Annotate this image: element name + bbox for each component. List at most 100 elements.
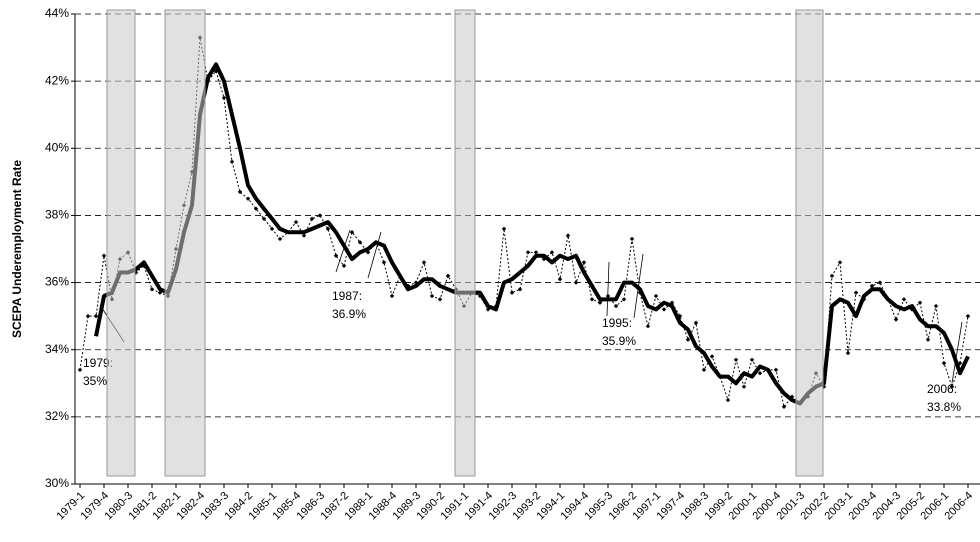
point-marker [445,273,451,279]
point-marker [893,317,899,322]
point-marker [941,360,947,366]
recession-band [106,9,136,477]
point-marker [301,233,307,238]
leader-line [367,231,382,279]
point-marker [333,253,339,258]
point-marker [933,303,939,309]
annotation: 36.9% [332,307,366,321]
point-marker [653,293,659,299]
point-marker [901,297,907,302]
point-marker [693,320,699,326]
point-marker [253,206,259,211]
point-marker [613,303,619,309]
y-tick-label: 34% [45,342,69,356]
annotation: 1987: [332,289,362,303]
point-marker [869,283,875,289]
y-tick-label: 44% [45,6,69,20]
point-marker [77,367,83,373]
point-marker [557,277,563,282]
annotation: 2006: [927,382,957,396]
point-marker [269,226,275,232]
point-marker [685,337,691,342]
point-marker [349,230,355,235]
point-marker [277,236,283,242]
annotation: 35% [83,374,107,388]
point-marker [317,213,323,218]
point-marker [221,95,227,101]
leader-line [335,229,351,273]
point-marker [853,290,859,295]
point-marker [733,357,739,362]
point-marker [645,324,651,329]
point-marker [389,293,395,299]
leader-line [951,321,963,384]
point-marker [701,367,707,373]
point-marker [245,196,251,201]
y-tick-label: 40% [45,140,69,154]
point-marker [877,280,883,285]
y-axis-label: SCEPA Underemployment Rate [10,160,24,338]
point-marker [749,357,755,362]
point-marker [965,313,971,319]
point-marker [213,68,219,74]
recession-bands [106,9,824,477]
point-marker [149,287,155,292]
average-line [94,62,970,406]
point-marker [133,270,139,275]
point-marker [629,236,635,242]
y-tick-label: 42% [45,73,69,87]
point-marker [581,260,587,265]
point-marker [829,273,835,279]
recession-band [164,9,206,477]
point-marker [357,240,363,245]
point-marker [725,397,731,403]
annotation: 1995: [602,316,632,330]
point-marker [85,313,91,319]
point-marker [709,354,715,359]
point-marker [925,337,931,342]
point-marker [509,290,515,295]
point-marker [605,293,611,299]
point-marker [501,226,507,232]
point-marker [533,250,539,255]
point-marker [325,226,331,232]
y-tick-label: 30% [45,476,69,490]
point-marker [837,260,843,265]
point-marker [381,260,387,265]
recession-band [454,9,476,477]
point-marker [101,253,107,258]
point-marker [781,404,787,409]
point-marker [773,367,779,373]
point-marker [237,189,243,195]
point-marker [741,384,747,389]
point-marker [621,297,627,302]
point-marker [365,250,371,255]
annotation: 33.8% [927,400,961,414]
point-marker [565,233,571,238]
point-marker [341,263,347,268]
point-marker [573,280,579,285]
point-marker [261,216,267,221]
point-marker [437,297,443,302]
point-marker [93,313,99,319]
point-marker [229,159,235,164]
quarterly-line [79,37,969,408]
recession-band [795,9,824,477]
point-marker [757,371,763,376]
point-marker [517,287,523,292]
point-marker [917,300,923,305]
annotations: 1979: 35% 1987: 36.9% 1995: 35.9% 2006: … [83,229,963,414]
point-marker [309,216,315,221]
point-marker [421,260,427,265]
point-marker [293,219,299,225]
point-marker [949,384,955,389]
point-marker [661,307,667,312]
point-marker [549,250,555,255]
point-marker [589,297,595,302]
leader-line [606,261,610,317]
point-marker [429,293,435,299]
annotation: 1979: [83,356,113,370]
y-tick-label: 36% [45,275,69,289]
point-marker [525,250,531,255]
y-tick-label: 32% [45,409,69,423]
